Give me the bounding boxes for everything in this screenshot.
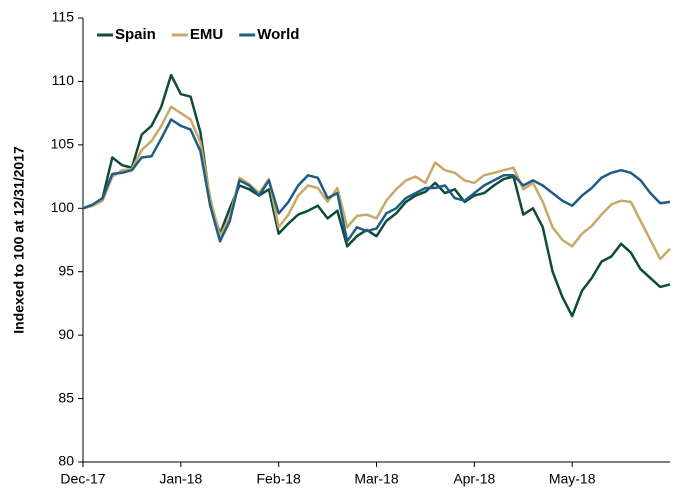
x-tick-label: Mar-18	[354, 471, 399, 487]
legend-label: EMU	[190, 26, 223, 43]
y-tick-label: 115	[52, 9, 75, 25]
series-line	[82, 105, 671, 261]
x-tick-label: Feb-18	[256, 471, 301, 487]
y-tick-label: 80	[58, 453, 74, 469]
series-line	[82, 118, 671, 243]
x-tick-label: Apr-18	[453, 471, 495, 487]
y-axis-label: Indexed to 100 at 12/31/2017	[11, 146, 27, 334]
y-tick-label: 95	[58, 262, 74, 278]
series-line	[82, 73, 671, 318]
y-tick-label: 100	[51, 199, 75, 215]
x-tick-label: Jan-18	[159, 471, 202, 487]
y-tick-label: 85	[58, 389, 74, 405]
y-tick-label: 110	[52, 72, 75, 88]
x-tick-label: May-18	[549, 471, 596, 487]
x-tick-label: Dec-17	[60, 471, 105, 487]
y-tick-label: 90	[58, 326, 74, 342]
legend-label: Spain	[115, 26, 156, 43]
y-tick-label: 105	[51, 136, 75, 152]
legend-label: World	[257, 26, 299, 43]
